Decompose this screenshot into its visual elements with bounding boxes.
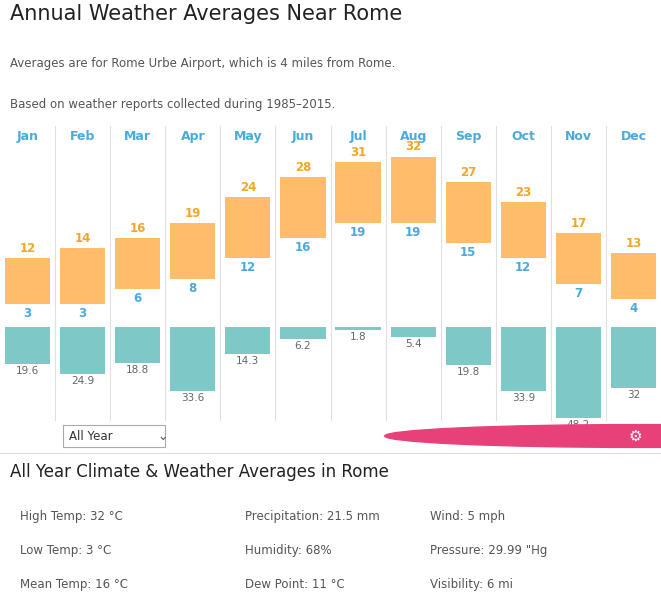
Text: 24: 24 [240,181,256,194]
Text: Annual Weather Averages Near Rome: Annual Weather Averages Near Rome [10,4,402,24]
Text: Wind: 5 mph: Wind: 5 mph [430,510,505,523]
Bar [280,177,326,238]
Text: 17: 17 [570,217,586,230]
Bar [501,327,546,391]
Text: Nov: Nov [565,130,592,143]
Text: Sep: Sep [455,130,481,143]
Bar [335,327,381,330]
Text: 19: 19 [405,225,421,239]
Bar [115,327,160,362]
Text: 19: 19 [350,225,366,239]
Bar [170,222,215,279]
Text: 16: 16 [295,241,311,254]
Text: 19: 19 [184,207,201,219]
Bar [115,238,160,288]
Text: 8: 8 [188,282,197,295]
Text: 14.3: 14.3 [236,356,260,366]
Text: All Year Climate & Weather Averages in Rome: All Year Climate & Weather Averages in R… [10,464,389,481]
Text: Aug: Aug [399,130,427,143]
Text: Feb: Feb [70,130,95,143]
Text: 12: 12 [19,242,36,255]
Text: Mean Temp: 16 °C: Mean Temp: 16 °C [20,578,128,591]
Bar [446,327,490,365]
Bar [60,248,105,304]
Text: Jul: Jul [349,130,367,143]
Bar [391,156,436,222]
Text: 3: 3 [24,307,32,320]
Text: 32: 32 [405,141,421,153]
Text: Based on weather reports collected during 1985–2015.: Based on weather reports collected durin… [10,98,335,112]
Bar [170,327,215,391]
Text: 28: 28 [295,161,311,174]
Text: 5.4: 5.4 [405,339,422,349]
Text: Oct: Oct [512,130,535,143]
Text: 48.2: 48.2 [566,421,590,430]
Text: 15: 15 [460,246,477,259]
Bar [611,327,656,388]
Bar [5,327,50,364]
Bar [611,253,656,299]
Bar [60,327,105,374]
Text: Visibility: 6 mi: Visibility: 6 mi [430,578,513,591]
Text: 12: 12 [240,261,256,275]
Text: 18.8: 18.8 [126,365,149,375]
Text: 33.6: 33.6 [181,393,204,403]
Text: 31: 31 [350,145,366,159]
Text: 32: 32 [627,390,640,400]
Text: Jun: Jun [292,130,314,143]
Text: 1.8: 1.8 [350,332,366,342]
Text: 6: 6 [134,292,142,305]
Bar [225,197,270,258]
Bar [501,202,546,258]
Bar [5,258,50,304]
Text: 4: 4 [629,302,638,315]
Bar [391,327,436,337]
Bar [556,327,601,419]
Text: Showing:: Showing: [10,430,75,442]
Bar [280,327,326,339]
Text: 19.6: 19.6 [16,366,39,376]
Text: 19.8: 19.8 [457,367,480,376]
Text: 13: 13 [625,237,642,250]
Text: Averages are for Rome Urbe Airport, which is 4 miles from Rome.: Averages are for Rome Urbe Airport, whic… [10,57,395,70]
Text: Jan: Jan [17,130,38,143]
Bar [556,233,601,284]
Text: 27: 27 [460,166,477,179]
Text: 23: 23 [515,186,531,199]
Text: 16: 16 [130,222,146,235]
Text: 33.9: 33.9 [512,393,535,404]
Text: 3: 3 [79,307,87,320]
Text: Pressure: 29.99 "Hg: Pressure: 29.99 "Hg [430,544,547,557]
Text: Dec: Dec [621,130,646,143]
Text: Low Temp: 3 °C: Low Temp: 3 °C [20,544,111,557]
Text: Precipitation: 21.5 mm: Precipitation: 21.5 mm [245,510,379,523]
Bar [335,162,381,222]
Text: Dew Point: 11 °C: Dew Point: 11 °C [245,578,344,591]
FancyBboxPatch shape [63,425,165,447]
Text: ⌄: ⌄ [157,430,168,442]
Text: 14: 14 [75,232,91,245]
Bar [225,327,270,354]
Text: 6.2: 6.2 [295,341,311,351]
Circle shape [385,425,661,447]
Text: Apr: Apr [180,130,205,143]
Text: High Temp: 32 °C: High Temp: 32 °C [20,510,123,523]
Text: 7: 7 [574,287,582,300]
Text: 12: 12 [515,261,531,275]
Text: Mar: Mar [124,130,151,143]
Text: May: May [233,130,262,143]
Text: Humidity: 68%: Humidity: 68% [245,544,331,557]
Bar [446,182,490,243]
Text: 24.9: 24.9 [71,376,95,386]
Text: ⚙: ⚙ [629,428,642,444]
Text: All Year: All Year [69,430,113,442]
